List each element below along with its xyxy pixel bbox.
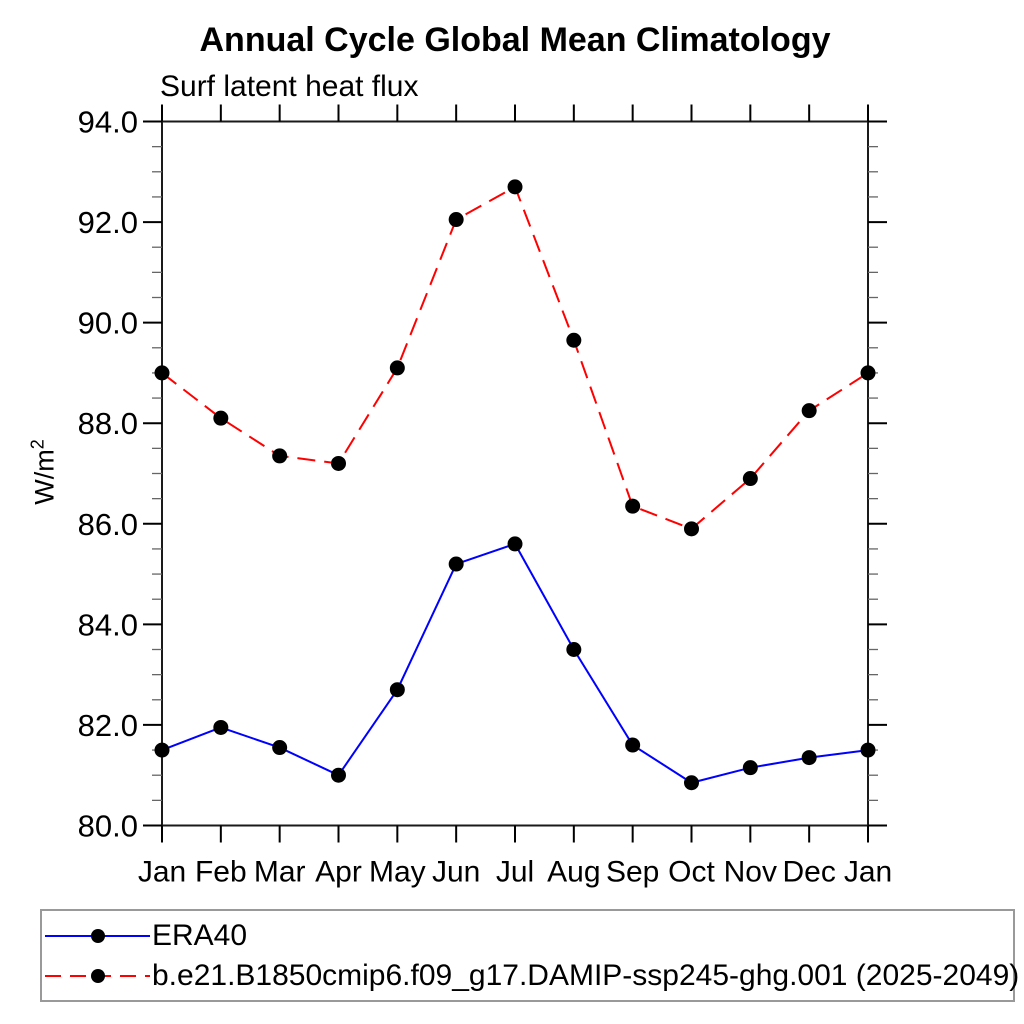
y-tick-label: 82.0 — [78, 708, 138, 743]
legend-label-model: b.e21.B1850cmip6.f09_g17.DAMIP-ssp245-gh… — [152, 958, 1020, 992]
legend-row-model: b.e21.B1850cmip6.f09_g17.DAMIP-ssp245-gh… — [44, 956, 1019, 996]
series-1-marker — [566, 332, 582, 348]
series-0-marker — [389, 682, 405, 698]
series-0-marker — [507, 536, 523, 552]
legend-label-era40: ERA40 — [152, 918, 248, 952]
series-1-marker — [684, 521, 699, 537]
series-0-marker — [448, 556, 464, 572]
legend-line-sample-dashed — [45, 968, 150, 983]
series-0-marker — [272, 740, 288, 756]
x-tick-label: Jan — [138, 856, 186, 889]
chart-title: Annual Cycle Global Mean Climatology — [199, 21, 831, 59]
x-tick-label: Sep — [606, 856, 659, 889]
legend-row-era40: ERA40 — [44, 916, 1013, 956]
x-tick-label: Jul — [496, 856, 534, 889]
series-1-marker — [507, 179, 523, 195]
x-tick-label: Nov — [724, 856, 777, 889]
chart-subtitle: Surf latent heat flux — [160, 70, 419, 103]
series-1-marker — [860, 365, 876, 381]
y-tick-label: 94.0 — [78, 105, 138, 140]
series-0-marker — [566, 642, 582, 657]
series-0-marker — [625, 737, 641, 753]
series-1-marker — [154, 365, 170, 381]
y-tick-label: 86.0 — [78, 507, 138, 542]
x-tick-label: Jan — [844, 856, 892, 889]
x-tick-label: Mar — [254, 856, 306, 889]
y-tick-label: 84.0 — [78, 607, 138, 642]
series-1-marker — [625, 498, 641, 514]
series-1-marker — [331, 455, 346, 471]
series-0-marker — [801, 750, 817, 766]
y-tick-label: 90.0 — [78, 306, 138, 341]
legend-box: ERA40 b.e21.B1850cmip6.f09_g17.DAMIP-ssp… — [40, 909, 1019, 1002]
series-1-marker — [272, 448, 288, 464]
series-1-marker — [389, 360, 405, 376]
series-0-marker — [213, 719, 229, 735]
x-tick-label: Aug — [547, 856, 600, 889]
series-0-marker — [742, 760, 758, 776]
y-tick-label: 80.0 — [78, 809, 138, 844]
x-tick-label: Apr — [315, 856, 362, 889]
series-line-1 — [161, 185, 869, 530]
series-1-marker — [448, 212, 464, 228]
series-0-marker — [860, 742, 876, 758]
y-tick-label: 92.0 — [78, 205, 138, 240]
x-tick-label: Oct — [668, 856, 715, 889]
legend-sample-marker — [91, 968, 105, 983]
legend-sample-marker — [91, 928, 105, 943]
series-0-marker — [154, 742, 170, 758]
x-tick-label: Feb — [195, 856, 247, 889]
series-0-marker — [331, 767, 346, 783]
x-tick-label: Dec — [782, 856, 835, 889]
x-tick-label: May — [369, 856, 426, 889]
series-1-marker — [742, 471, 758, 487]
series-0-marker — [684, 775, 699, 791]
legend-line-sample-solid — [45, 928, 150, 943]
plot-box — [161, 120, 869, 827]
series-line-0 — [161, 542, 869, 784]
series-1-marker — [801, 403, 817, 419]
x-tick-label: Jun — [432, 856, 480, 889]
y-tick-label: 88.0 — [78, 406, 138, 441]
series-1-marker — [213, 410, 229, 426]
